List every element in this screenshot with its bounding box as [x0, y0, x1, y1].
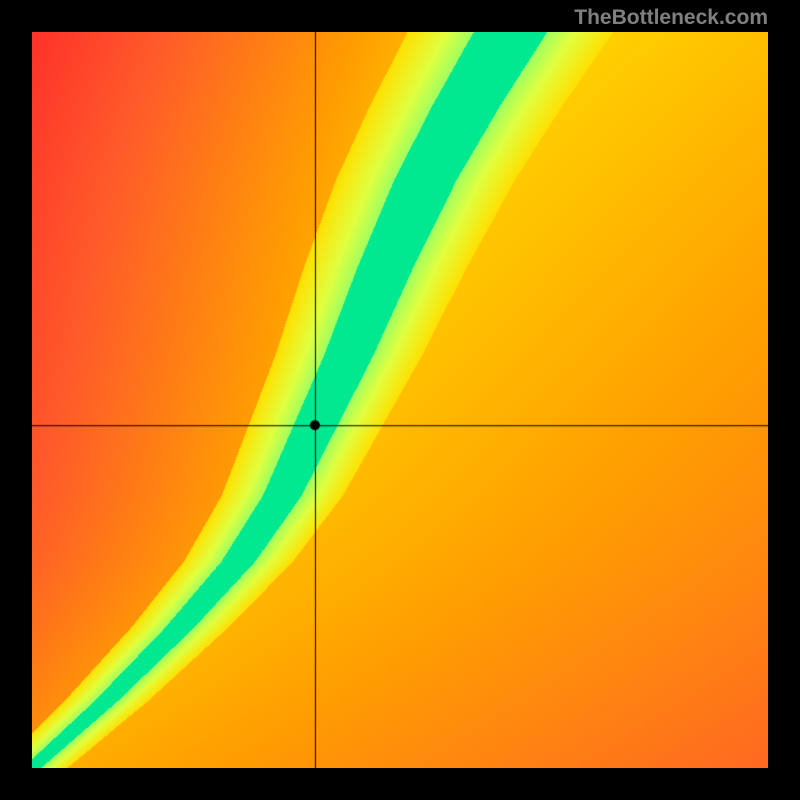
watermark-text: TheBottleneck.com	[574, 6, 768, 30]
bottleneck-heatmap	[32, 32, 768, 768]
